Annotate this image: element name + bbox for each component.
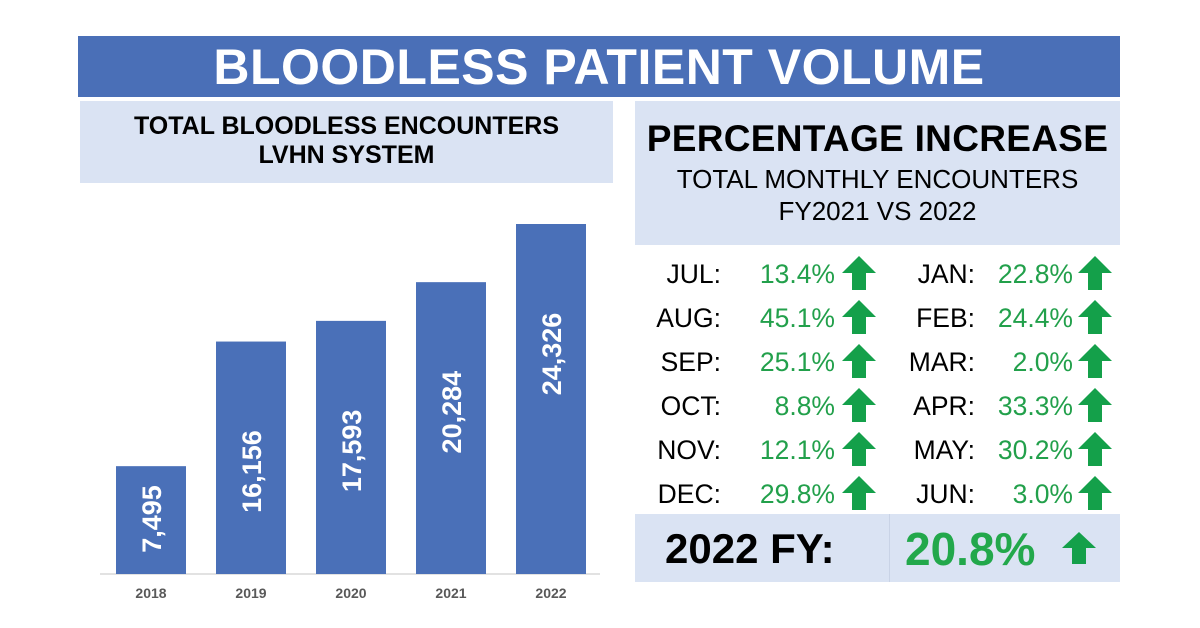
- up-arrow-icon: [842, 432, 876, 466]
- bar-value-label: 17,593: [337, 410, 367, 493]
- bar-2020: [316, 320, 386, 574]
- fy-value: 20.8%: [905, 523, 1036, 575]
- percentage-header-box: PERCENTAGE INCREASE TOTAL MONTHLY ENCOUN…: [635, 101, 1120, 245]
- month-increase-value: 2.0%: [1012, 347, 1073, 377]
- month-increase-value: 33.3%: [997, 391, 1073, 421]
- monthly-increase-grid: JUL: 13.4% JAN: 22.8% AUG: 45.1% FEB: 24.4% SEP:…: [635, 252, 1120, 516]
- month-row: SEP: 25.1% MAR: 2.0%: [635, 340, 1120, 384]
- month-label: JUL:: [666, 259, 722, 289]
- page-banner-title: BLOODLESS PATIENT VOLUME: [78, 36, 1120, 97]
- up-arrow-icon: [1078, 432, 1112, 466]
- x-tick-label: 2022: [535, 585, 566, 601]
- month-label: MAY:: [913, 435, 975, 465]
- month-label: SEP:: [660, 347, 721, 377]
- month-increase-value: 29.8%: [759, 479, 835, 509]
- percentage-title: PERCENTAGE INCREASE: [646, 118, 1109, 159]
- up-arrow-icon: [842, 344, 876, 378]
- month-row: DEC: 29.8% JUN: 3.0%: [635, 472, 1120, 516]
- month-row: AUG: 45.1% FEB: 24.4%: [635, 296, 1120, 340]
- month-label: OCT:: [660, 391, 721, 421]
- chart-title-box: TOTAL BLOODLESS ENCOUNTERS LVHN SYSTEM: [80, 101, 613, 183]
- bar-value-label: 16,156: [237, 430, 267, 513]
- bar-2018: [116, 466, 186, 574]
- month-row: OCT: 8.8% APR: 33.3%: [635, 384, 1120, 428]
- fy-divider: [889, 514, 890, 582]
- up-arrow-icon: [1078, 388, 1112, 422]
- bar-2022: [516, 224, 586, 574]
- bar-2019: [216, 341, 286, 574]
- fy-label: 2022 FY:: [665, 525, 835, 572]
- bar-value-label: 20,284: [437, 371, 467, 454]
- month-increase-value: 3.0%: [1012, 479, 1073, 509]
- month-label: MAR:: [908, 347, 975, 377]
- up-arrow-icon: [1078, 300, 1112, 334]
- up-arrow-icon: [842, 256, 876, 290]
- x-tick-label: 2021: [435, 585, 466, 601]
- month-increase-value: 30.2%: [997, 435, 1073, 465]
- chart-title-line1: TOTAL BLOODLESS ENCOUNTERS: [133, 112, 560, 140]
- month-label: JAN:: [917, 259, 975, 289]
- month-increase-value: 25.1%: [759, 347, 835, 377]
- bar-chart: 7,495 2018 16,156 2019 17,593 2020 20,284 2021 2…: [100, 224, 600, 601]
- month-label: NOV:: [657, 435, 721, 465]
- month-increase-value: 12.1%: [759, 435, 835, 465]
- month-row: JUL: 13.4% JAN: 22.8%: [635, 252, 1120, 296]
- chart-title-line2: LVHN SYSTEM: [258, 141, 435, 169]
- percentage-subtitle-1: TOTAL MONTHLY ENCOUNTERS: [676, 164, 1079, 194]
- x-tick-label: 2019: [235, 585, 266, 601]
- bar-2021: [416, 282, 486, 574]
- month-increase-value: 8.8%: [774, 391, 835, 421]
- up-arrow-icon: [1078, 344, 1112, 378]
- month-label: AUG:: [656, 303, 721, 333]
- month-label: APR:: [913, 391, 975, 421]
- x-tick-label: 2018: [135, 585, 166, 601]
- month-increase-value: 24.4%: [997, 303, 1073, 333]
- bar-value-label: 24,326: [537, 313, 567, 396]
- bar-value-label: 7,495: [137, 485, 167, 553]
- month-label: JUN:: [916, 479, 975, 509]
- bars-group: 7,495 2018 16,156 2019 17,593 2020 20,284 2021 2…: [116, 224, 586, 601]
- up-arrow-icon: [842, 300, 876, 334]
- fy-summary-row: 2022 FY: 20.8%: [635, 514, 1120, 582]
- month-increase-value: 22.8%: [997, 259, 1073, 289]
- month-increase-value: 13.4%: [759, 259, 835, 289]
- up-arrow-icon: [842, 388, 876, 422]
- up-arrow-icon: [1078, 256, 1112, 290]
- up-arrow-icon: [1078, 476, 1112, 510]
- month-increase-value: 45.1%: [759, 303, 835, 333]
- month-label: DEC:: [657, 479, 721, 509]
- up-arrow-icon: [842, 476, 876, 510]
- x-tick-label: 2020: [335, 585, 366, 601]
- up-arrow-icon: [1062, 532, 1096, 564]
- month-label: FEB:: [916, 303, 975, 333]
- percentage-subtitle-2: FY2021 VS 2022: [778, 196, 977, 226]
- month-row: NOV: 12.1% MAY: 30.2%: [635, 428, 1120, 472]
